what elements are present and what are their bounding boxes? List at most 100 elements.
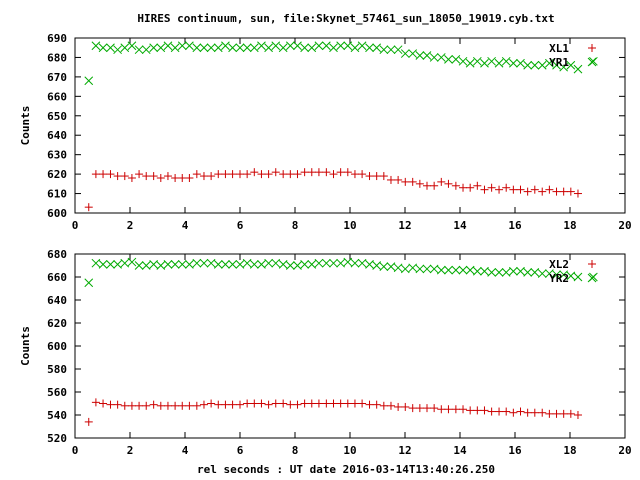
data-point-d2 <box>156 43 166 53</box>
data-point <box>257 41 266 51</box>
data-point <box>120 43 130 53</box>
data-point <box>134 261 144 270</box>
data-point <box>566 187 575 196</box>
data-point-d2 <box>120 258 130 268</box>
data-point-d2 <box>177 41 187 51</box>
legend-label: XL2 <box>549 258 569 271</box>
data-point <box>307 259 317 269</box>
data-point-d2 <box>91 258 101 268</box>
data-point-d2 <box>242 258 252 268</box>
data-point <box>415 264 425 274</box>
data-point-d2 <box>271 41 281 51</box>
data-point <box>163 41 173 51</box>
data-point <box>545 58 554 68</box>
data-point-d2 <box>508 266 518 276</box>
data-point <box>494 268 504 277</box>
x-tick-label: 20 <box>618 444 631 457</box>
x-axis-label: rel seconds : UT date 2016-03-14T13:40:2… <box>197 463 495 476</box>
data-point <box>329 170 338 179</box>
data-point <box>264 400 273 409</box>
data-point-d2 <box>472 56 482 66</box>
data-point-d2 <box>106 259 115 269</box>
data-point-d2 <box>84 76 94 86</box>
data-point <box>99 170 108 179</box>
data-point <box>235 259 245 269</box>
data-point <box>300 168 309 177</box>
data-point <box>285 261 295 270</box>
data-point <box>408 263 418 273</box>
data-point <box>336 399 345 408</box>
data-point <box>466 183 475 192</box>
x-tick-label: 2 <box>127 444 134 457</box>
data-point <box>228 259 237 269</box>
data-point-d2 <box>523 268 533 277</box>
data-point-d2 <box>523 60 533 70</box>
data-point <box>213 259 223 269</box>
y-tick-label: 600 <box>47 340 67 353</box>
data-point <box>106 400 115 409</box>
data-point <box>509 185 518 194</box>
data-point <box>472 266 482 276</box>
data-point <box>502 407 511 416</box>
data-point-d2 <box>494 58 504 68</box>
data-point-d2 <box>422 264 432 274</box>
data-point-extra-d2 <box>589 56 598 66</box>
data-point <box>243 170 252 179</box>
data-point <box>436 53 446 62</box>
data-point <box>379 45 389 55</box>
data-point-d2 <box>336 258 346 268</box>
data-point <box>141 45 151 55</box>
data-point <box>207 399 216 408</box>
data-point-d2 <box>185 259 194 269</box>
data-point-d2 <box>350 258 360 268</box>
data-point <box>422 51 432 60</box>
data-point <box>379 172 388 181</box>
data-point-d2 <box>321 41 331 51</box>
data-point <box>465 265 475 275</box>
data-point <box>393 263 403 273</box>
data-point-d2 <box>465 58 475 68</box>
data-point <box>177 259 187 269</box>
data-point <box>394 175 403 184</box>
data-point-d2 <box>573 272 583 282</box>
data-point-d2 <box>113 259 122 269</box>
data-point-d2 <box>264 43 273 53</box>
data-point <box>508 266 518 276</box>
data-point <box>559 409 568 418</box>
data-point-d2 <box>537 60 547 70</box>
data-point <box>178 401 187 410</box>
data-point <box>343 257 353 267</box>
data-point-d2 <box>228 43 237 53</box>
data-point <box>113 45 122 55</box>
data-point-d2 <box>156 261 166 270</box>
data-point <box>98 259 108 269</box>
data-point <box>242 43 252 53</box>
x-tick-label: 2 <box>127 219 134 232</box>
y-tick-label: 650 <box>47 110 67 123</box>
data-point-d2 <box>379 262 389 272</box>
data-point <box>473 406 482 415</box>
series-YR1 <box>84 41 583 86</box>
y-tick-label: 540 <box>47 409 67 422</box>
data-point <box>400 49 410 58</box>
data-point-d2 <box>329 43 338 53</box>
data-point-d2 <box>386 262 396 272</box>
data-point <box>386 262 396 272</box>
data-point <box>430 404 439 413</box>
data-point <box>444 55 453 64</box>
data-point-d2 <box>170 43 180 53</box>
data-point-d2 <box>113 45 122 55</box>
data-point <box>423 404 431 413</box>
data-point <box>459 183 468 192</box>
data-point <box>271 399 280 408</box>
data-point <box>120 258 130 268</box>
data-point <box>429 53 439 62</box>
data-point <box>394 402 403 411</box>
data-point-d2 <box>552 60 561 70</box>
data-point <box>149 43 159 53</box>
data-point <box>271 41 281 51</box>
data-point <box>552 60 561 70</box>
data-point <box>84 203 93 212</box>
data-point <box>430 181 439 190</box>
data-point-d2 <box>408 49 418 58</box>
